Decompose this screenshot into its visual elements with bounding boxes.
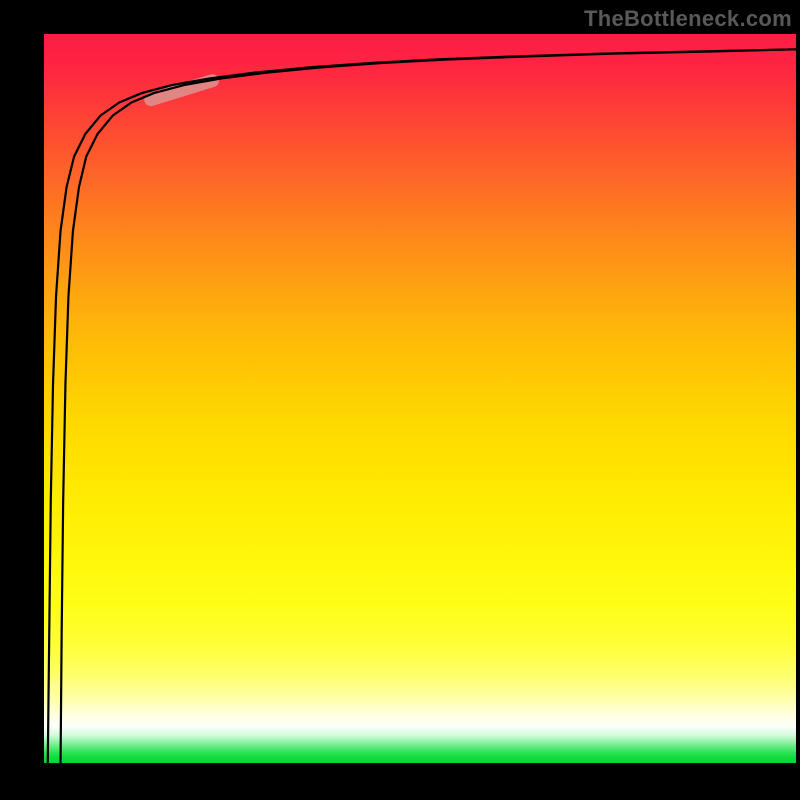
watermark-label: TheBottleneck.com <box>584 6 792 32</box>
chart-canvas: TheBottleneck.com <box>0 0 800 800</box>
plot-area <box>44 34 796 763</box>
